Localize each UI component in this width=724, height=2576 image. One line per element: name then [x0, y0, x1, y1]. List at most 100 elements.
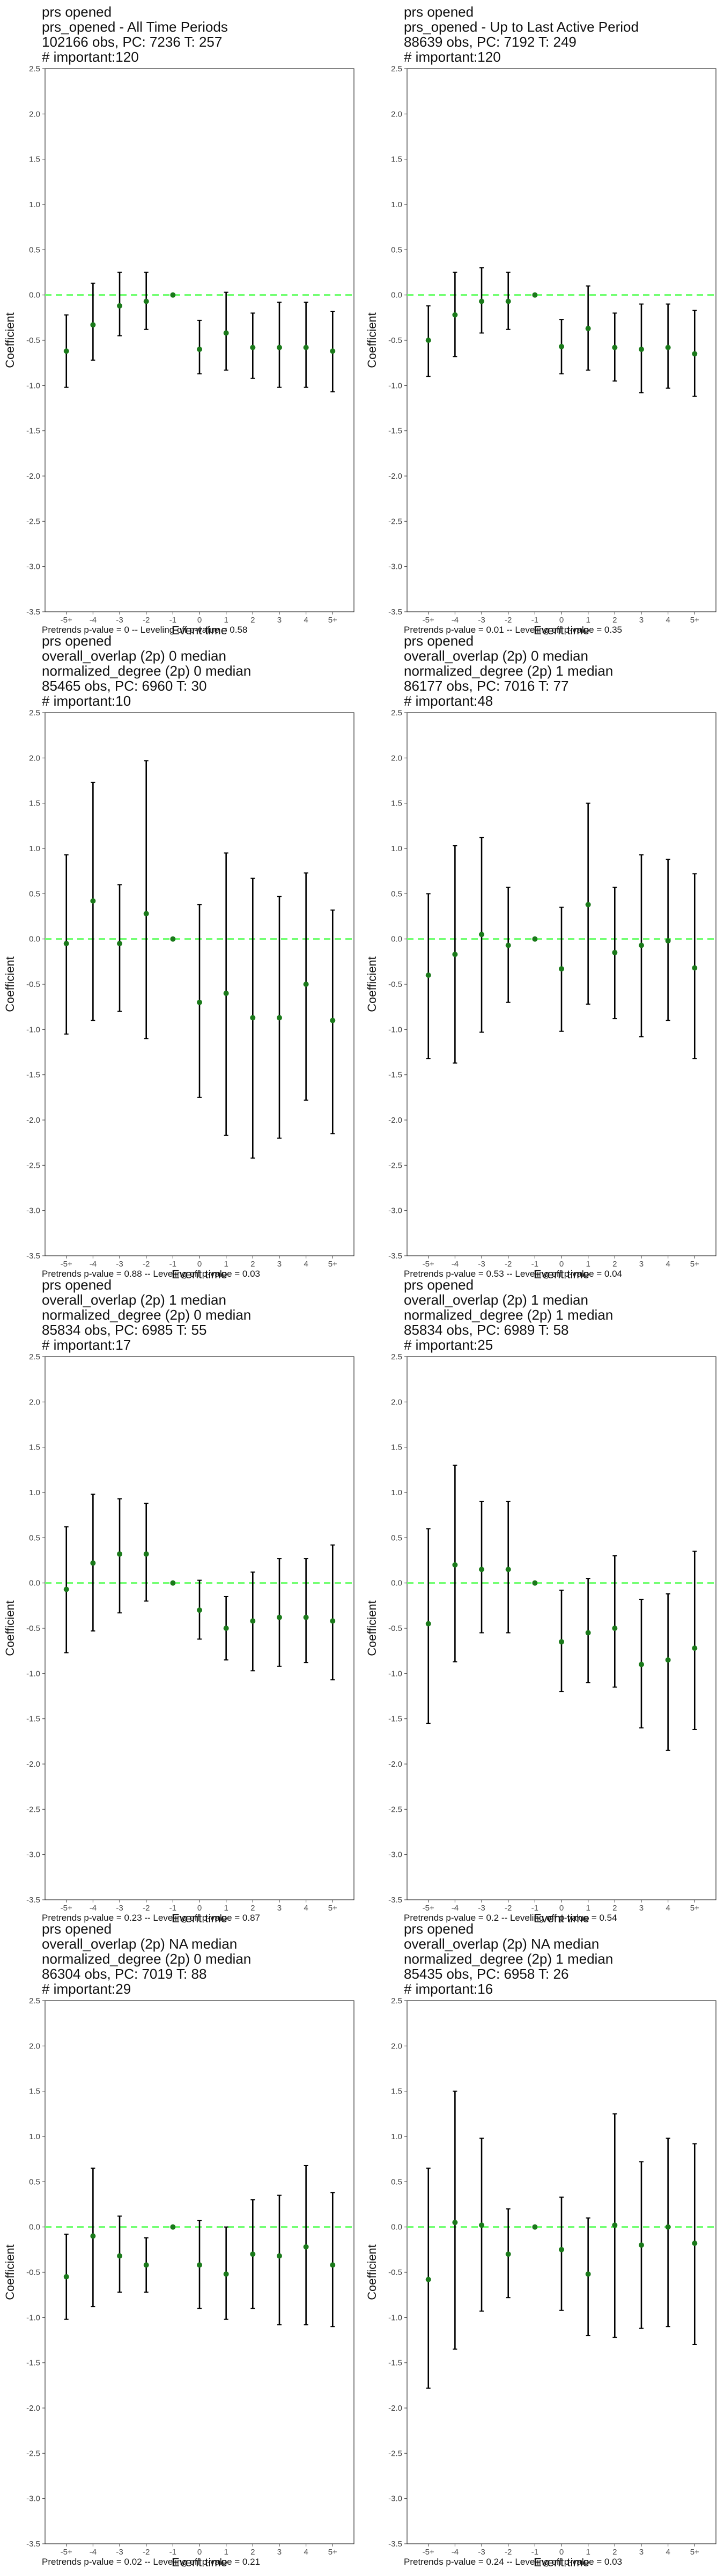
coefficient-point — [612, 1626, 618, 1631]
coefficient-point — [303, 2244, 309, 2250]
x-tick-label: -3 — [116, 1904, 123, 1913]
coefficient-point — [90, 2233, 96, 2239]
y-axis-label: Coefficient — [3, 312, 17, 368]
y-tick-label: -3.5 — [388, 1252, 402, 1261]
x-tick-label: -2 — [143, 616, 150, 625]
y-tick-label: -1.5 — [26, 2359, 40, 2368]
coefficient-point — [479, 1567, 485, 1572]
x-tick-label: 5+ — [690, 2548, 699, 2557]
x-tick-label: -1 — [531, 1904, 538, 1913]
x-tick-label: -3 — [478, 2548, 485, 2557]
y-tick-label: -2.0 — [26, 2404, 40, 2413]
y-tick-label: 1.5 — [29, 2087, 40, 2096]
y-tick-label: -3.5 — [388, 608, 402, 617]
y-tick-label: 0.0 — [391, 1579, 402, 1588]
y-tick-label: 0.0 — [29, 2223, 40, 2232]
y-tick-label: -1.0 — [26, 2313, 40, 2322]
coefficient-point — [532, 1580, 538, 1586]
chart-subtitle-line: overall_overlap (2p) NA median — [404, 1936, 600, 1952]
y-tick-label: 1.0 — [29, 844, 40, 853]
y-tick-label: -1.5 — [26, 1071, 40, 1080]
coefficient-point — [665, 1657, 671, 1663]
chart-subtitle-line: 85834 obs, PC: 6989 T: 58 — [404, 1322, 569, 1338]
chart-title: prs opened — [42, 4, 112, 20]
coefficient-point — [665, 2224, 671, 2230]
chart-subtitle-line: overall_overlap (2p) 1 median — [42, 1292, 226, 1308]
x-tick-label: 3 — [277, 1904, 282, 1913]
chart-panel-4: prs opened overall_overlap (2p) 0 median n… — [362, 633, 724, 1288]
y-tick-label: 2.0 — [391, 2041, 402, 2051]
coefficient-point — [452, 312, 458, 318]
x-axis-label: Event time — [172, 624, 227, 637]
event-study-plot: 2.5 2.0 1.5 1.0 0.5 0.0 -0.5 -1.0 -1.5 -2.0 -2.5 -3… — [3, 708, 354, 1281]
x-tick-label: 1 — [586, 616, 590, 625]
chart-subtitle-line: # important:120 — [42, 49, 139, 65]
y-tick-label: -1.5 — [26, 427, 40, 436]
chart-title: prs opened — [404, 4, 474, 20]
x-tick-label: -5+ — [423, 616, 434, 625]
chart-subtitle-line: prs_opened - Up to Last Active Period — [404, 19, 639, 35]
x-tick-label: -3 — [116, 2548, 123, 2557]
x-tick-label: 0 — [559, 1260, 564, 1269]
chart-panel-2: prs opened prs_opened - Up to Last Active… — [362, 0, 724, 644]
x-tick-label: -4 — [452, 1904, 459, 1913]
x-tick-label: -5+ — [61, 1260, 72, 1269]
coefficient-point — [532, 936, 538, 942]
y-tick-label: -3.0 — [388, 2494, 402, 2504]
x-tick-label: -1 — [531, 616, 538, 625]
y-tick-label: 0.0 — [29, 291, 40, 300]
chart-subtitle-line: 85435 obs, PC: 6958 T: 26 — [404, 1966, 569, 1982]
y-tick-label: 0.0 — [391, 935, 402, 944]
coefficient-point — [250, 1015, 256, 1021]
y-tick-label: -0.5 — [388, 336, 402, 345]
coefficient-point — [425, 1621, 431, 1627]
y-tick-label: -2.0 — [388, 1760, 402, 1769]
x-tick-label: 3 — [639, 616, 644, 625]
x-tick-label: -5+ — [423, 2548, 434, 2557]
coefficient-point — [330, 1618, 336, 1624]
x-tick-label: 1 — [224, 1904, 228, 1913]
y-axis-label: Coefficient — [365, 2244, 379, 2300]
y-tick-label: -2.5 — [26, 2449, 40, 2458]
x-tick-label: 0 — [559, 2548, 564, 2557]
coefficient-point — [170, 1580, 176, 1586]
x-axis-label: Event time — [172, 2556, 227, 2569]
y-tick-label: -2.0 — [388, 1116, 402, 1125]
y-axis-label: Coefficient — [365, 1600, 379, 1656]
chart-subtitle-line: # important:10 — [42, 693, 131, 709]
y-tick-label: -1.5 — [388, 1071, 402, 1080]
y-tick-label: -0.5 — [388, 1624, 402, 1633]
x-axis-label: Event time — [534, 1912, 589, 1925]
y-tick-label: -2.5 — [388, 1161, 402, 1170]
y-tick-label: -0.5 — [26, 980, 40, 989]
y-tick-label: 2.0 — [29, 2041, 40, 2051]
coefficient-point — [692, 2241, 698, 2246]
x-tick-label: -3 — [116, 616, 123, 625]
x-axis-label: Event time — [172, 1268, 227, 1281]
x-tick-label: -2 — [143, 1904, 150, 1913]
y-tick-label: -2.0 — [26, 472, 40, 481]
coefficient-point — [223, 990, 229, 996]
y-tick-label: 2.5 — [391, 1352, 402, 1362]
coefficient-point — [532, 292, 538, 298]
x-axis-label: Event time — [172, 1912, 227, 1925]
chart-subtitle-line: normalized_degree (2p) 1 median — [404, 1951, 614, 1967]
chart-subtitle-line: normalized_degree (2p) 1 median — [404, 1307, 614, 1323]
x-tick-label: 4 — [666, 1260, 670, 1269]
x-tick-label: -2 — [505, 1260, 512, 1269]
y-tick-label: -1.5 — [388, 2359, 402, 2368]
y-tick-label: -1.0 — [388, 1669, 402, 1678]
coefficient-point — [117, 303, 123, 309]
x-tick-label: 5+ — [328, 2548, 337, 2557]
y-tick-label: 1.0 — [391, 200, 402, 209]
x-tick-label: 3 — [639, 1904, 644, 1913]
y-axis-label: Coefficient — [3, 956, 17, 1012]
y-tick-label: -1.0 — [26, 1669, 40, 1678]
x-tick-label: 4 — [304, 616, 308, 625]
chart-subtitle-line: normalized_degree (2p) 0 median — [42, 1951, 252, 1967]
y-tick-label: 1.0 — [391, 1488, 402, 1497]
chart-subtitle-line: normalized_degree (2p) 0 median — [42, 1307, 252, 1323]
coefficient-point — [330, 1018, 336, 1023]
y-axis-label: Coefficient — [3, 2244, 17, 2300]
coefficient-point — [170, 936, 176, 942]
